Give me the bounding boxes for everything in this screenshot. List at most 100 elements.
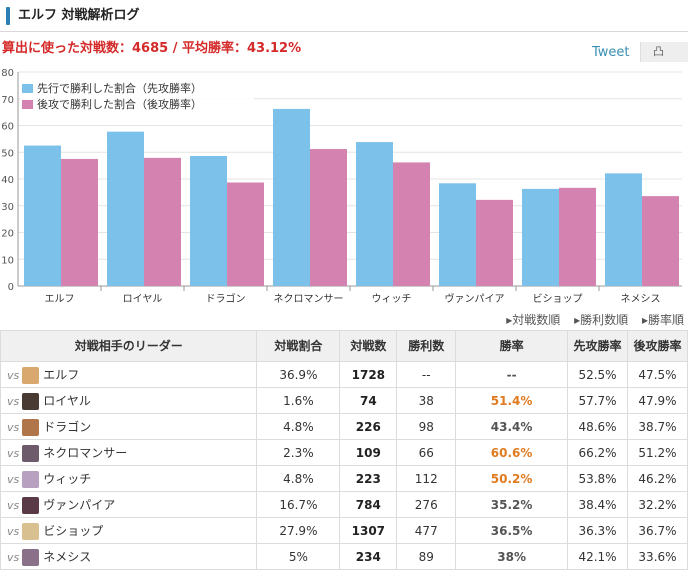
matchup-table: 対戦相手のリーダー 対戦割合 対戦数 勝利数 勝率 先攻勝率 後攻勝率 vs エル… [0, 330, 688, 570]
vs-label: vs [7, 394, 20, 408]
legend-label: 後攻で勝利した割合（後攻勝率） [37, 97, 202, 111]
table-row: vs ウィッチ 4.8% 223 112 50.2% 53.8% 46.2% [0, 465, 688, 492]
second-rate-cell: 51.2% [626, 439, 688, 466]
col-header-second: 後攻勝率 [626, 330, 688, 362]
first-rate-cell: 53.8% [567, 465, 628, 492]
rate-cell: 36.5% [455, 517, 569, 544]
bar-second [310, 149, 347, 286]
ratio-cell: 2.3% [256, 439, 341, 466]
leader-avatar-icon [22, 366, 40, 384]
leader-cell: vs エルフ [0, 361, 258, 388]
header-accent-bar [6, 7, 10, 25]
y-tick-label: 60 [1, 122, 14, 133]
bar-first [522, 188, 559, 286]
y-tick-label: 20 [1, 229, 14, 240]
wins-cell: -- [396, 361, 457, 388]
table-row: vs ドラゴン 4.8% 226 98 43.4% 48.6% 38.7% [0, 413, 688, 440]
tweet-link[interactable]: Tweet [592, 45, 630, 60]
wins-cell: 38 [396, 387, 457, 414]
ratio-cell: 16.7% [256, 491, 341, 518]
first-rate-cell: 48.6% [567, 413, 628, 440]
bar-first [190, 155, 227, 286]
games-cell: 784 [339, 491, 398, 518]
games-cell: 234 [339, 543, 398, 570]
y-tick-label: 80 [1, 68, 14, 79]
second-rate-cell: 47.5% [626, 361, 688, 388]
rate-cell: 50.2% [455, 465, 569, 492]
second-rate-cell: 36.7% [626, 517, 688, 544]
page-header: エルフ 対戦解析ログ [0, 0, 688, 32]
leader-name: ドラゴン [43, 419, 92, 434]
ratio-cell: 4.8% [256, 465, 341, 492]
leader-avatar-icon [22, 392, 40, 410]
leader-cell: vs ヴァンパイア [0, 491, 258, 518]
leader-name: ウィッチ [43, 471, 92, 486]
legend-box [20, 78, 254, 116]
bar-first [439, 183, 476, 286]
wins-cell: 98 [396, 413, 457, 440]
table-row: vs ネメシス 5% 234 89 38% 42.1% 33.6% [0, 543, 688, 570]
col-header-wins: 勝利数 [396, 330, 457, 362]
table-row: vs ビショップ 27.9% 1307 477 36.5% 36.3% 36.7% [0, 517, 688, 544]
leader-avatar-icon [22, 522, 40, 540]
leader-name: ビショップ [43, 523, 104, 538]
second-rate-cell: 47.9% [626, 387, 688, 414]
leader-name: ヴァンパイア [43, 497, 116, 512]
summary-text: 算出に使った対戦数：4685 / 平均勝率：43.12% [2, 41, 302, 56]
sort-links: ▸対戦数順 ▸勝利数順 ▸勝率順 [496, 312, 684, 328]
first-rate-cell: 52.5% [567, 361, 628, 388]
sort-by-games-link[interactable]: ▸対戦数順 [506, 313, 561, 327]
games-cell: 223 [339, 465, 398, 492]
vs-label: vs [7, 498, 20, 512]
ratio-cell: 1.6% [256, 387, 341, 414]
x-category-label: ウィッチ [372, 293, 412, 305]
vs-label: vs [7, 524, 20, 538]
vs-label: vs [7, 446, 20, 460]
col-header-rate: 勝率 [455, 330, 569, 362]
games-cell: 1307 [339, 517, 398, 544]
x-category-label: ビショップ [533, 293, 583, 305]
leader-cell: vs ネクロマンサー [0, 439, 258, 466]
bar-first [605, 173, 642, 286]
ratio-cell: 5% [256, 543, 341, 570]
wins-cell: 89 [396, 543, 457, 570]
x-category-label: エルフ [45, 294, 75, 305]
first-rate-cell: 57.7% [567, 387, 628, 414]
sort-by-wins-link[interactable]: ▸勝利数順 [574, 313, 629, 327]
col-header-first: 先攻勝率 [567, 330, 628, 362]
leader-name: ネクロマンサー [43, 445, 128, 460]
bar-first [273, 108, 310, 286]
leader-avatar-icon [22, 470, 40, 488]
x-category-label: ネメシス [621, 293, 661, 305]
y-tick-label: 40 [1, 175, 14, 186]
winrate-bar-chart: 0 10 20 30 40 50 60 70 80 エルフ ロイヤル ドラゴン ネクロマンサー ウィッチ ヴ… [1, 68, 682, 305]
sort-by-rate-link[interactable]: ▸勝率順 [641, 313, 684, 327]
first-rate-cell: 38.4% [567, 491, 628, 518]
leader-avatar-icon [22, 418, 40, 436]
bar-second [476, 199, 513, 286]
leader-cell: vs ネメシス [0, 543, 258, 570]
leader-name: ロイヤル [43, 393, 91, 408]
rate-cell: 43.4% [455, 413, 569, 440]
bar-second [559, 187, 596, 286]
rate-cell: 35.2% [455, 491, 569, 518]
first-rate-cell: 42.1% [567, 543, 628, 570]
bar-second [61, 158, 98, 286]
y-tick-label: 70 [1, 95, 14, 106]
games-cell: 74 [339, 387, 398, 414]
col-header-ratio: 対戦割合 [256, 330, 341, 362]
rate-cell: 51.4% [455, 387, 569, 414]
share-button[interactable]: 凸 [640, 42, 688, 62]
col-header-games: 対戦数 [339, 330, 398, 362]
vs-label: vs [7, 472, 20, 486]
leader-cell: vs ロイヤル [0, 387, 258, 414]
wins-cell: 66 [396, 439, 457, 466]
legend-swatch [22, 84, 33, 93]
y-tick-label: 0 [8, 282, 14, 293]
games-cell: 109 [339, 439, 398, 466]
wins-cell: 477 [396, 517, 457, 544]
second-rate-cell: 38.7% [626, 413, 688, 440]
wins-cell: 112 [396, 465, 457, 492]
legend-label: 先行で勝利した割合（先攻勝率） [37, 81, 202, 95]
ratio-cell: 36.9% [256, 361, 341, 388]
